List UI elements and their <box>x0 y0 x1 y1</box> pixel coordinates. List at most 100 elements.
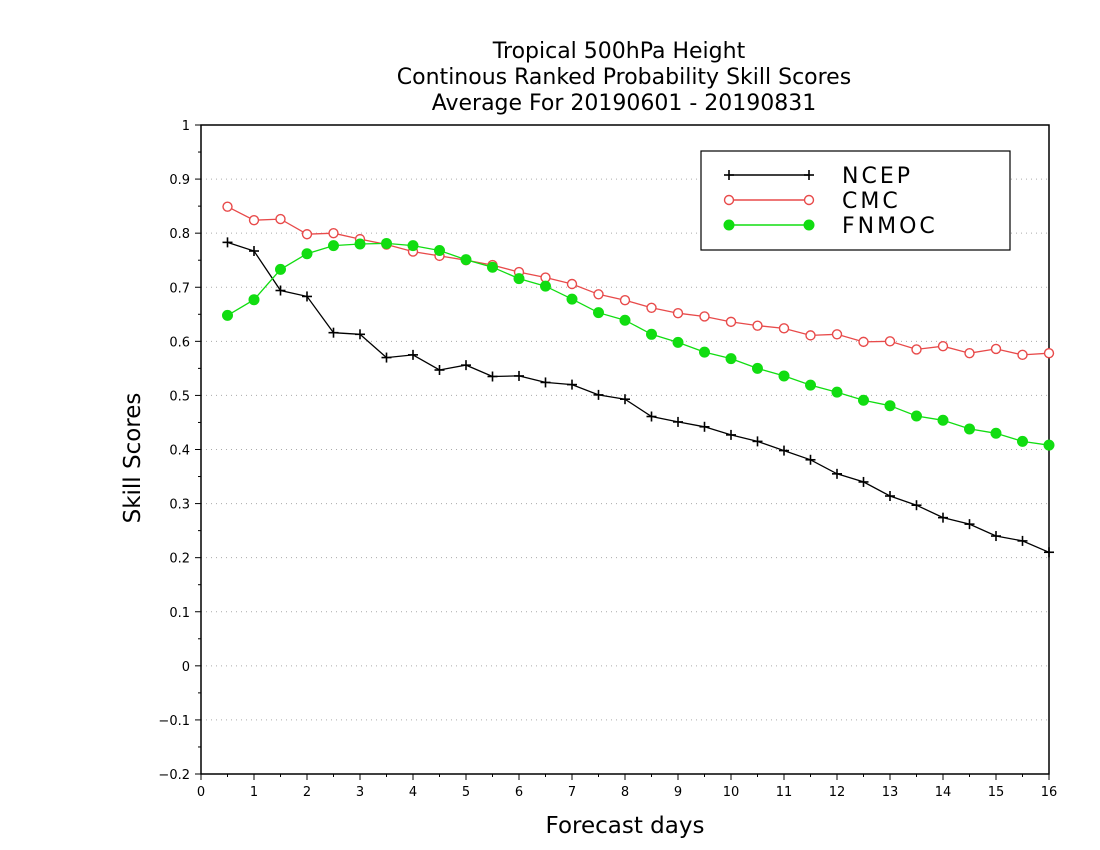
y-tick-label: 0.9 <box>169 173 190 188</box>
x-tick-label: 10 <box>723 785 740 800</box>
legend-item-ncep: NCEP <box>724 164 913 189</box>
data-point-ncep <box>779 445 789 456</box>
data-point-ncep <box>620 394 630 405</box>
y-tick-label: −0.1 <box>158 714 190 729</box>
y-tick-label: 0.1 <box>169 606 190 621</box>
legend-item-cmc: CMC <box>723 189 901 214</box>
legend-label-fnmoc: FNMOC <box>842 214 938 239</box>
data-point-fnmoc <box>778 370 790 382</box>
data-point-ncep <box>567 379 577 390</box>
data-point-cmc <box>222 201 233 212</box>
series-group <box>222 201 1055 558</box>
data-point-cmc <box>301 229 313 240</box>
x-tick-label: 7 <box>568 785 576 800</box>
chart-title-line-3: Average For 20190601 - 20190831 <box>432 91 817 116</box>
data-point-ncep <box>646 411 657 422</box>
chart-title: Tropical 500hPa Height Continous Ranked … <box>397 39 851 116</box>
legend-label-ncep: NCEP <box>842 164 913 189</box>
legend-label-cmc: CMC <box>842 189 901 214</box>
x-tick-label: 14 <box>935 785 952 800</box>
legend-swatch-marker <box>723 194 735 206</box>
x-tick-label: 11 <box>776 785 793 800</box>
data-point-ncep <box>673 416 683 427</box>
data-point-fnmoc <box>831 386 843 398</box>
x-tick-label: 4 <box>409 785 417 800</box>
data-point-fnmoc <box>725 353 737 365</box>
data-point-fnmoc <box>593 307 604 319</box>
x-tick-label: 2 <box>303 785 311 800</box>
data-point-fnmoc <box>699 346 710 358</box>
x-tick-label: 16 <box>1041 785 1058 800</box>
x-tick-label: 12 <box>829 785 846 800</box>
data-point-fnmoc <box>487 261 498 273</box>
data-point-ncep <box>540 377 551 388</box>
chart-title-line-2: Continous Ranked Probability Skill Score… <box>397 65 851 90</box>
data-point-fnmoc <box>513 273 525 285</box>
data-point-fnmoc <box>937 414 949 426</box>
data-point-fnmoc <box>275 263 286 275</box>
data-point-fnmoc <box>884 400 896 412</box>
data-point-fnmoc <box>566 293 578 305</box>
x-tick-label: 3 <box>356 785 364 800</box>
data-point-ncep <box>408 349 418 360</box>
data-point-ncep <box>964 519 975 530</box>
data-point-ncep <box>302 291 312 302</box>
series-line-ncep <box>227 241 1050 553</box>
data-point-ncep <box>514 370 524 381</box>
data-point-ncep <box>487 371 498 382</box>
data-point-ncep <box>752 436 763 447</box>
chart-title-line-1: Tropical 500hPa Height <box>492 39 746 64</box>
y-tick-label: 0.2 <box>169 552 190 567</box>
data-point-fnmoc <box>328 240 339 252</box>
data-point-cmc <box>884 336 896 347</box>
data-point-ncep <box>328 327 339 338</box>
data-point-ncep <box>381 352 392 363</box>
y-tick-label: 0 <box>182 660 190 675</box>
grid <box>201 178 1049 721</box>
data-point-cmc <box>990 343 1002 355</box>
data-point-cmc <box>540 272 551 283</box>
data-point-cmc <box>646 302 657 314</box>
data-point-ncep <box>1017 535 1028 546</box>
data-point-ncep <box>593 389 604 400</box>
data-point-fnmoc <box>619 314 631 326</box>
legend-swatch-marker <box>723 219 735 231</box>
y-tick-label: 1 <box>182 119 190 134</box>
data-point-fnmoc <box>1017 435 1028 447</box>
data-point-ncep <box>805 454 816 465</box>
data-point-fnmoc <box>434 244 445 256</box>
data-point-cmc <box>937 341 949 352</box>
legend-swatch-marker <box>724 170 734 180</box>
x-tick-label: 8 <box>621 785 629 800</box>
legend-swatch-marker <box>803 194 815 206</box>
data-point-ncep <box>832 468 842 479</box>
data-point-fnmoc <box>672 336 684 348</box>
data-point-fnmoc <box>752 362 763 374</box>
data-point-ncep <box>726 429 736 440</box>
data-point-fnmoc <box>540 280 551 292</box>
data-point-fnmoc <box>301 248 313 260</box>
data-point-ncep <box>275 285 286 296</box>
data-point-fnmoc <box>858 394 869 406</box>
data-point-cmc <box>699 311 710 322</box>
y-tick-label: 0.8 <box>169 227 190 242</box>
y-tick-label: −0.2 <box>158 768 190 783</box>
data-point-ncep <box>1044 547 1054 558</box>
x-tick-label: 5 <box>462 785 470 800</box>
data-point-ncep <box>911 500 922 511</box>
legend-swatch-marker <box>804 170 814 180</box>
data-point-cmc <box>752 320 763 331</box>
data-point-ncep <box>699 421 710 432</box>
data-point-cmc <box>1017 349 1028 361</box>
data-point-ncep <box>991 531 1001 542</box>
data-point-ncep <box>222 237 233 248</box>
data-point-fnmoc <box>407 240 419 252</box>
legend-item-fnmoc: FNMOC <box>723 214 938 239</box>
x-axis-label: Forecast days <box>546 813 705 839</box>
data-point-fnmoc <box>381 237 392 249</box>
data-point-cmc <box>275 213 286 225</box>
data-point-cmc <box>1043 348 1055 359</box>
data-point-cmc <box>911 344 922 355</box>
data-point-fnmoc <box>354 238 366 250</box>
